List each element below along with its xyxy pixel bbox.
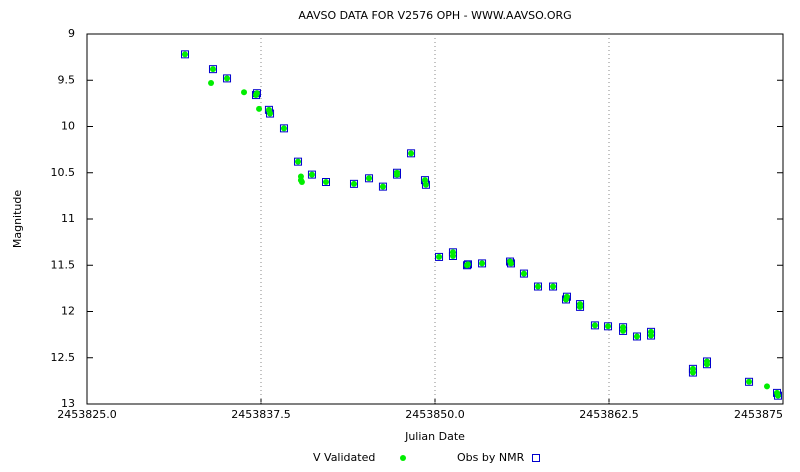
data-point xyxy=(478,259,487,268)
data-point xyxy=(267,110,274,117)
data-point xyxy=(378,182,387,191)
data-point xyxy=(549,282,558,291)
data-point xyxy=(508,260,515,267)
data-point xyxy=(307,170,316,179)
y-tick-label: 11.5 xyxy=(51,258,76,271)
data-point xyxy=(308,171,315,178)
data-point xyxy=(435,252,444,261)
data-point xyxy=(604,322,613,331)
data-point xyxy=(605,323,612,330)
data-point xyxy=(256,105,263,112)
data-point xyxy=(407,149,416,158)
data-point xyxy=(550,283,557,290)
y-tick-label: 10.5 xyxy=(51,166,76,179)
y-tick-label: 11 xyxy=(61,212,75,225)
data-point xyxy=(689,369,696,376)
data-point xyxy=(590,321,599,330)
data-point xyxy=(633,333,640,340)
y-tick-label: 9 xyxy=(68,27,75,40)
data-point xyxy=(295,158,302,165)
data-point xyxy=(520,270,527,277)
x-tick-label: 2453837.5 xyxy=(231,408,291,421)
data-point xyxy=(393,169,400,176)
data-point xyxy=(746,378,753,385)
y-tick-label: 9.5 xyxy=(58,73,76,86)
legend-label: V Validated xyxy=(313,451,375,464)
data-point xyxy=(534,282,543,291)
y-tick-label: 10 xyxy=(61,120,75,133)
legend-label: Obs by NMR xyxy=(457,451,525,464)
chart-title: AAVSO DATA FOR V2576 OPH - WWW.AAVSO.ORG xyxy=(298,9,571,22)
data-point xyxy=(519,269,528,278)
y-axis-title: Magnitude xyxy=(11,190,24,249)
x-tick-label: 2453850.0 xyxy=(405,408,465,421)
data-point xyxy=(349,179,358,188)
data-point xyxy=(224,75,231,82)
data-point xyxy=(323,179,330,185)
data-point xyxy=(632,332,641,341)
data-point xyxy=(620,327,627,334)
data-point xyxy=(449,253,456,259)
x-tick-label: 2453875 xyxy=(734,408,783,421)
data-point xyxy=(223,74,232,83)
data-point xyxy=(408,150,415,157)
data-point xyxy=(648,332,655,339)
y-tick-label: 12 xyxy=(61,305,75,318)
data-point xyxy=(253,90,260,97)
data-point xyxy=(479,260,486,267)
data-point xyxy=(422,181,429,188)
x-tick-label: 2453862.5 xyxy=(579,408,639,421)
x-axis-title: Julian Date xyxy=(404,430,465,443)
data-point xyxy=(279,124,288,133)
data-point xyxy=(208,80,215,87)
data-point xyxy=(208,65,217,74)
data-point xyxy=(535,283,542,290)
data-point xyxy=(365,174,374,183)
data-point xyxy=(322,178,331,186)
data-point xyxy=(464,261,471,268)
x-tick-label: 2453825.0 xyxy=(57,408,117,421)
data-point xyxy=(294,157,303,166)
legend-marker xyxy=(400,455,406,461)
data-point xyxy=(180,50,189,59)
data-point xyxy=(280,125,287,132)
data-point xyxy=(774,392,781,399)
data-point xyxy=(298,179,305,185)
data-point xyxy=(591,322,598,329)
legend-marker xyxy=(532,454,540,462)
data-point xyxy=(241,89,248,96)
y-tick-label: 13 xyxy=(61,397,75,410)
data-point xyxy=(181,51,188,58)
data-point xyxy=(421,177,428,184)
data-point xyxy=(703,361,710,368)
data-point xyxy=(577,303,584,310)
y-tick-label: 12.5 xyxy=(51,351,76,364)
data-point xyxy=(350,180,357,187)
data-point xyxy=(436,253,443,260)
data-point xyxy=(763,383,770,390)
data-point xyxy=(379,183,386,190)
data-point xyxy=(209,66,216,73)
data-point xyxy=(563,293,570,300)
data-point xyxy=(366,175,373,182)
data-point xyxy=(745,377,754,386)
